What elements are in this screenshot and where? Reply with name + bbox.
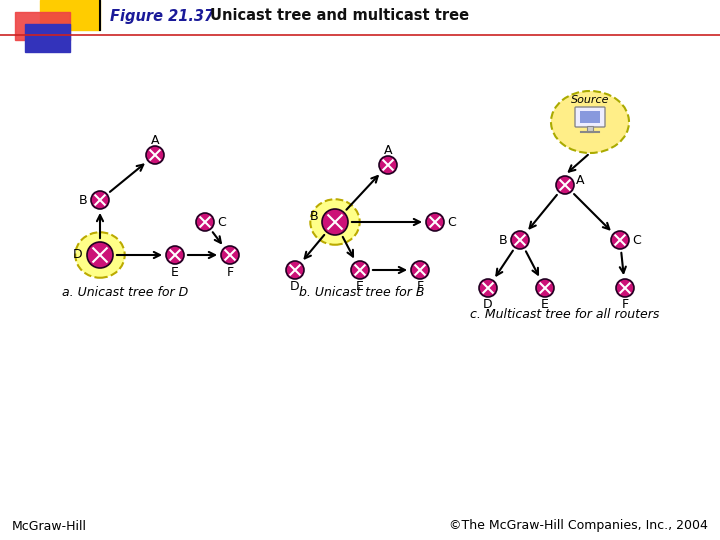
Circle shape <box>616 279 634 297</box>
Text: C: C <box>633 233 642 246</box>
Text: E: E <box>541 299 549 312</box>
Circle shape <box>221 246 239 264</box>
Bar <box>40 0 100 30</box>
Circle shape <box>166 246 184 264</box>
Text: A: A <box>576 173 584 186</box>
Text: A: A <box>384 145 392 158</box>
Text: F: F <box>416 280 423 294</box>
Circle shape <box>411 261 429 279</box>
Text: E: E <box>171 266 179 279</box>
Circle shape <box>511 231 529 249</box>
Text: D: D <box>290 280 300 294</box>
Text: Figure 21.37: Figure 21.37 <box>110 9 214 24</box>
Circle shape <box>611 231 629 249</box>
Text: C: C <box>217 215 226 228</box>
FancyBboxPatch shape <box>575 107 605 127</box>
Circle shape <box>379 156 397 174</box>
Text: c. Multicast tree for all routers: c. Multicast tree for all routers <box>470 308 660 321</box>
Circle shape <box>286 261 304 279</box>
Text: B: B <box>310 211 318 224</box>
Circle shape <box>196 213 214 231</box>
Text: b. Unicast tree for B: b. Unicast tree for B <box>300 286 425 299</box>
Text: F: F <box>621 299 629 312</box>
Circle shape <box>479 279 497 297</box>
Text: F: F <box>226 266 233 279</box>
Circle shape <box>556 176 574 194</box>
Circle shape <box>87 242 113 268</box>
Text: B: B <box>499 233 508 246</box>
Circle shape <box>426 213 444 231</box>
Ellipse shape <box>76 232 125 278</box>
Text: D: D <box>73 248 83 261</box>
Text: B: B <box>78 193 87 206</box>
Text: Source: Source <box>571 95 609 105</box>
Text: ©The McGraw-Hill Companies, Inc., 2004: ©The McGraw-Hill Companies, Inc., 2004 <box>449 519 708 532</box>
Text: E: E <box>356 280 364 294</box>
Circle shape <box>322 209 348 235</box>
Circle shape <box>146 146 164 164</box>
Circle shape <box>91 191 109 209</box>
Circle shape <box>351 261 369 279</box>
Text: D: D <box>483 299 492 312</box>
Bar <box>25 24 70 52</box>
Bar <box>587 126 593 132</box>
Text: Unicast tree and multicast tree: Unicast tree and multicast tree <box>210 9 469 24</box>
Text: a. Unicast tree for D: a. Unicast tree for D <box>62 286 188 299</box>
Text: McGraw-Hill: McGraw-Hill <box>12 519 87 532</box>
Ellipse shape <box>551 91 629 153</box>
Circle shape <box>536 279 554 297</box>
Ellipse shape <box>310 199 360 245</box>
Bar <box>15 12 70 40</box>
Text: A: A <box>150 134 159 147</box>
Bar <box>580 111 600 123</box>
Text: C: C <box>448 215 456 228</box>
